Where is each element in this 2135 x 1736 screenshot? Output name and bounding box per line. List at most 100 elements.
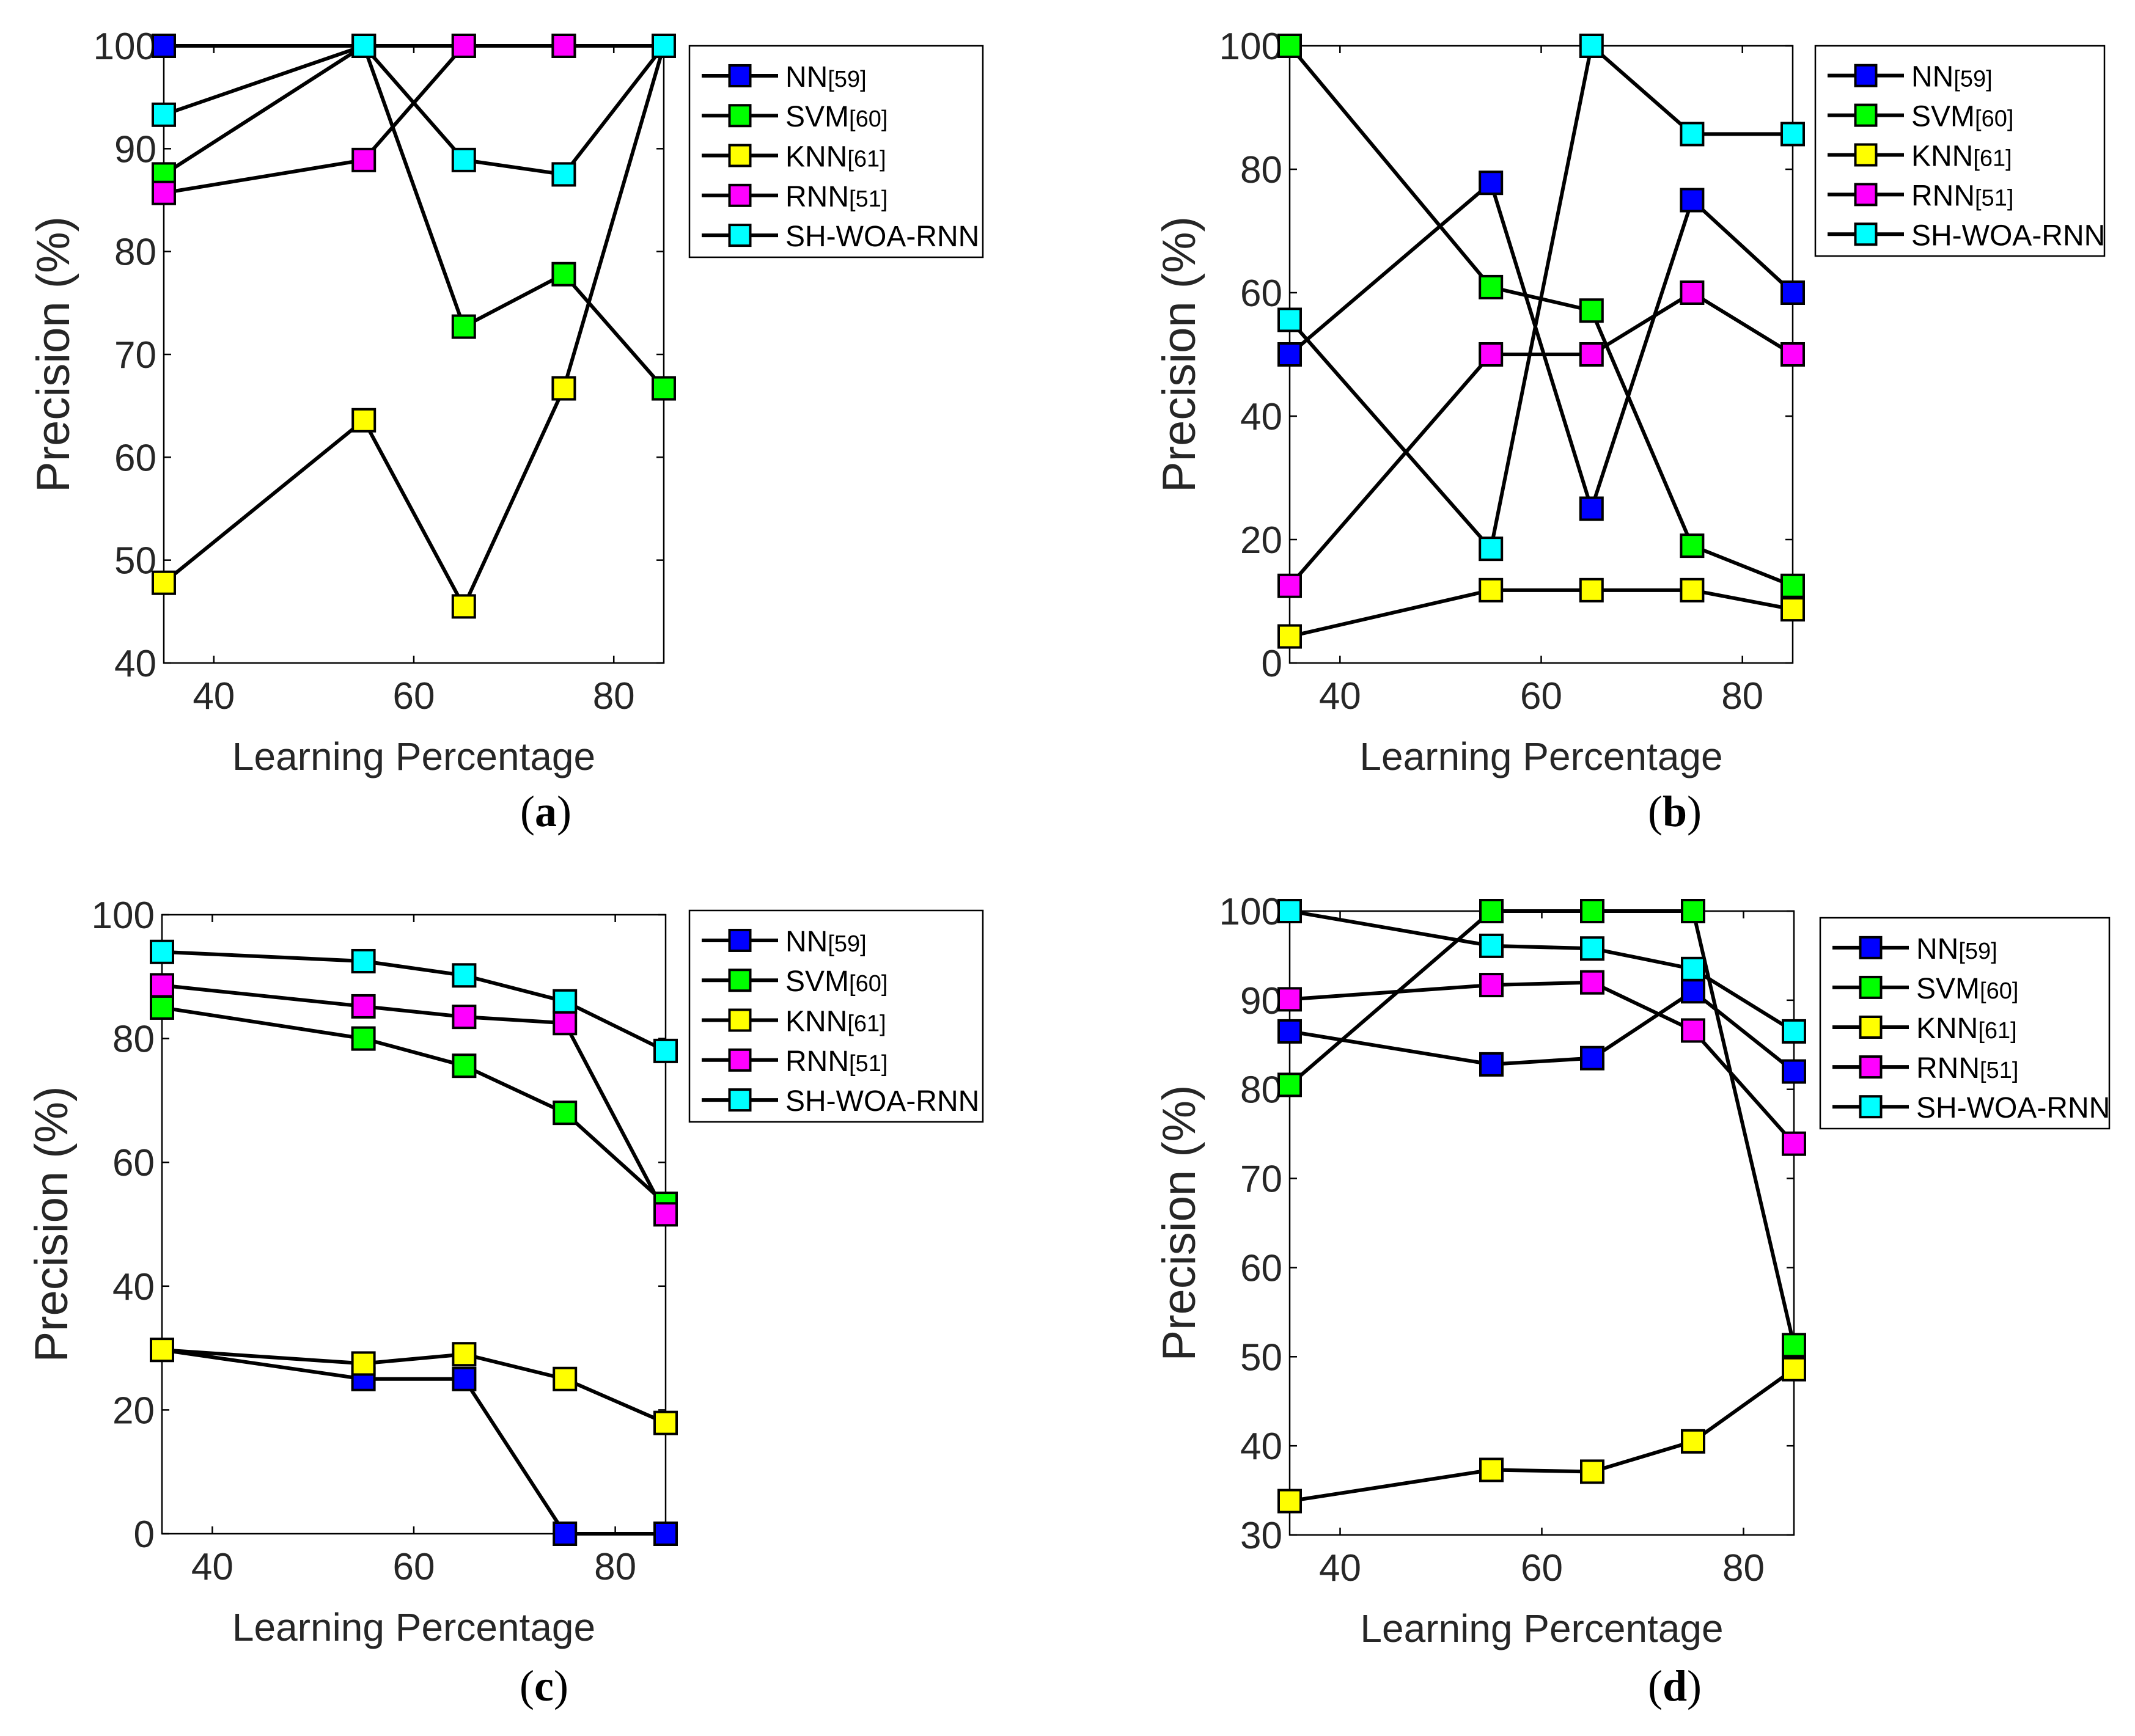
data-marker xyxy=(1277,342,1302,367)
data-marker xyxy=(1579,34,1604,58)
data-marker xyxy=(1780,122,1805,147)
data-marker xyxy=(1277,34,1302,58)
data-marker xyxy=(652,34,676,58)
legend-marker xyxy=(1854,64,1878,87)
data-marker xyxy=(152,34,176,58)
y-tick-label: 20 xyxy=(1240,519,1282,562)
data-marker xyxy=(1277,307,1302,332)
y-tick-label: 40 xyxy=(112,1266,155,1308)
data-marker xyxy=(1780,573,1805,598)
data-marker xyxy=(553,1011,578,1036)
data-marker xyxy=(551,262,576,287)
data-marker xyxy=(1277,1489,1302,1514)
x-tick-label: 80 xyxy=(593,675,635,717)
legend-label: RNN[51] xyxy=(1911,180,2013,212)
data-marker xyxy=(652,376,676,401)
data-marker xyxy=(553,1101,578,1126)
data-marker xyxy=(150,939,174,964)
data-marker xyxy=(1580,1046,1604,1071)
series-line xyxy=(1289,588,1793,639)
x-tick-label: 40 xyxy=(1319,675,1361,717)
y-tick-label: 90 xyxy=(114,128,156,170)
data-marker xyxy=(150,973,174,998)
series-line xyxy=(163,45,666,611)
series-line xyxy=(1288,909,1796,1346)
legend: NN[59] SVM[60] KNN[61] RNN[51] SH-WOA-RNN xyxy=(1814,45,2105,257)
y-tick-label: 60 xyxy=(112,1142,155,1184)
data-marker xyxy=(1277,899,1302,923)
y-axis-label: Precision (%) xyxy=(1153,216,1205,493)
axes-box xyxy=(1288,910,1795,1536)
legend-label: SH-WOA-RNN xyxy=(785,221,979,253)
data-marker xyxy=(1782,1333,1806,1358)
panel-d: 30 40 50 60 70 80 90 100 40 60 80 Learning Percenta… xyxy=(1153,891,2110,1710)
data-marker xyxy=(452,1053,477,1079)
data-marker xyxy=(1479,1052,1504,1077)
data-marker xyxy=(452,963,477,988)
x-axis-label: Learning Percentage xyxy=(1360,1606,1723,1650)
data-marker xyxy=(1681,899,1705,923)
legend-marker xyxy=(1859,975,1883,999)
data-marker xyxy=(551,34,576,58)
x-axis-label: Learning Percentage xyxy=(1359,734,1722,778)
y-tick-label: 40 xyxy=(1240,396,1282,438)
y-tick-label: 80 xyxy=(114,232,156,274)
y-tick-label: 100 xyxy=(1219,26,1282,68)
y-tick-label: 90 xyxy=(1240,980,1282,1022)
data-marker xyxy=(1680,280,1705,305)
legend-marker xyxy=(1854,103,1878,127)
legend-marker xyxy=(1854,183,1878,207)
data-marker xyxy=(150,995,174,1020)
series-line xyxy=(163,44,664,195)
legend-marker xyxy=(728,144,752,167)
series-line xyxy=(161,950,667,1053)
y-tick-label: 60 xyxy=(1240,1247,1282,1289)
series-line xyxy=(163,43,666,177)
y-tick-label: 70 xyxy=(1240,1159,1282,1201)
y-tick-label: 0 xyxy=(1262,643,1282,685)
data-marker xyxy=(551,376,576,401)
y-tick-label: 30 xyxy=(1240,1515,1282,1557)
data-marker xyxy=(1479,342,1504,367)
data-marker xyxy=(1277,1019,1302,1044)
series-line xyxy=(1288,45,1794,588)
data-marker xyxy=(452,1005,477,1030)
y-tick-label: 100 xyxy=(92,895,155,937)
data-marker xyxy=(1579,298,1604,323)
y-tick-label: 40 xyxy=(114,643,156,685)
data-marker xyxy=(1579,577,1604,602)
data-marker xyxy=(452,1366,477,1391)
x-tick-label: 40 xyxy=(193,675,235,717)
data-marker xyxy=(351,948,376,973)
axes-box xyxy=(161,914,667,1535)
x-tick-label: 60 xyxy=(1521,1547,1563,1589)
y-tick-label: 80 xyxy=(1240,1069,1282,1112)
legend-marker xyxy=(1854,222,1878,246)
y-tick-label: 70 xyxy=(114,334,156,376)
legend-marker xyxy=(728,928,752,952)
data-marker xyxy=(452,1342,477,1367)
data-marker xyxy=(1782,1059,1806,1084)
legend-marker xyxy=(728,183,752,207)
y-tick-label: 60 xyxy=(1240,273,1282,315)
legend-label: KNN[61] xyxy=(1911,140,2012,172)
data-marker xyxy=(1479,973,1504,998)
data-marker xyxy=(451,314,476,339)
data-marker xyxy=(1681,1018,1705,1043)
data-marker xyxy=(1479,170,1504,196)
data-marker xyxy=(351,994,376,1019)
data-marker xyxy=(1680,188,1705,213)
x-tick-label: 80 xyxy=(1721,675,1763,717)
data-marker xyxy=(1580,936,1604,961)
panel-caption: (a) xyxy=(520,787,571,836)
x-tick-label: 80 xyxy=(1722,1547,1765,1589)
legend-label: KNN[61] xyxy=(1916,1013,2017,1045)
x-axis-label: Learning Percentage xyxy=(232,1605,595,1649)
legend-marker xyxy=(728,64,752,87)
legend-label: NN[59] xyxy=(785,61,867,93)
y-tick-label: 50 xyxy=(114,540,156,582)
data-marker xyxy=(653,1202,678,1227)
data-marker xyxy=(152,570,176,595)
data-marker xyxy=(351,147,377,172)
